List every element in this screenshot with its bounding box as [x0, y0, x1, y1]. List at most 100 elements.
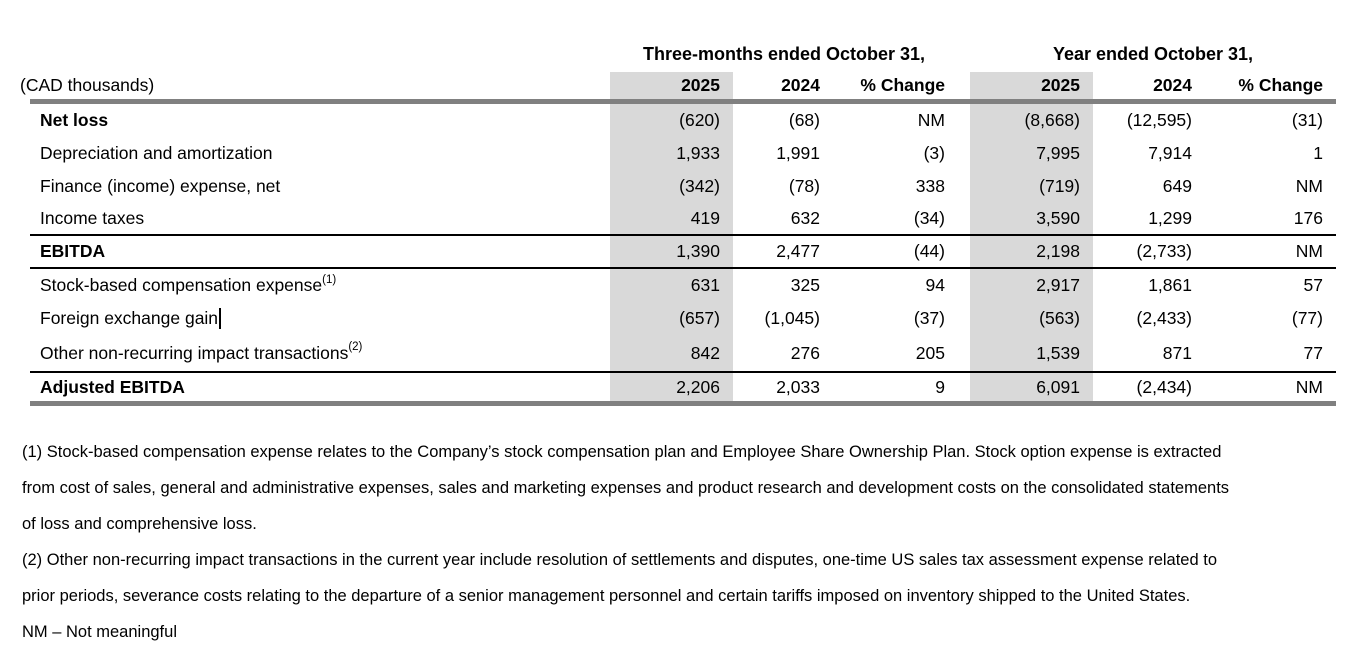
row-label-text: Foreign exchange gain [40, 308, 219, 328]
value-cell: 7,995 [970, 137, 1093, 170]
value-cell: 871 [1162, 342, 1192, 363]
row-label: Foreign exchange gain [30, 302, 610, 335]
year-period-header: Year ended October 31, [1052, 43, 1254, 64]
row-label-text: Net loss [40, 110, 109, 130]
value-cell: (2,434) [1136, 376, 1192, 397]
value-cell: 2,033 [776, 376, 820, 397]
row-label-text: Other non-recurring impact transactions [40, 342, 349, 363]
value-cell: 842 [610, 335, 733, 371]
row-label-text: Depreciation and amortization [40, 143, 273, 163]
value-cell: (719) [970, 170, 1093, 203]
column-gap [958, 236, 970, 267]
table-row: Finance (income) expense, net (342) (78) 33… [30, 170, 1336, 203]
table-row: Stock-based compensation expense (1) 631 32… [30, 269, 1336, 302]
text-cursor [219, 308, 222, 329]
col-header-y-change: % Change [1238, 75, 1323, 95]
value-cell: 419 [610, 203, 733, 234]
table-row: Foreign exchange gain (657) (1,045) (37) (56… [30, 302, 1336, 335]
value-cell: NM [917, 110, 945, 130]
value-cell: 9 [935, 376, 945, 397]
value-cell: (563) [970, 302, 1093, 335]
row-label-text: Finance (income) expense, net [40, 176, 281, 196]
footnote-line: (1) Stock-based compensation expense rel… [22, 443, 1222, 461]
footnote-line: of loss and comprehensive loss. [22, 515, 257, 533]
row-label: Finance (income) expense, net [30, 170, 610, 203]
nm-note: NM – Not meaningful [22, 623, 177, 641]
value-cell: NM [1295, 176, 1323, 196]
value-cell: (8,668) [970, 104, 1093, 137]
row-label: Depreciation and amortization [30, 137, 610, 170]
footnote-line: prior periods, severance costs relating … [22, 587, 1191, 605]
value-cell: 631 [610, 269, 733, 302]
value-cell: (2,433) [1136, 308, 1192, 328]
value-cell: 94 [925, 275, 945, 295]
value-cell: (44) [913, 241, 945, 261]
footnote-line: from cost of sales, general and administ… [22, 479, 1230, 497]
value-cell: 325 [790, 275, 820, 295]
row-label: Income taxes [30, 203, 610, 234]
value-cell: (37) [913, 308, 945, 328]
col-header-y-2024: 2024 [1153, 75, 1192, 95]
value-cell: (342) [610, 170, 733, 203]
row-label-text: EBITDA [40, 241, 106, 261]
footnote-line: (2) Other non-recurring impact transacti… [22, 551, 1218, 569]
table-row: Income taxes 419 632 (34) 3,590 1,299 176 [30, 203, 1336, 236]
value-cell: 77 [1303, 342, 1323, 363]
value-cell: 649 [1162, 176, 1192, 196]
column-gap [958, 302, 970, 335]
unit-label: (CAD thousands) [20, 75, 155, 95]
footnote: (2) Other non-recurring impact transacti… [22, 542, 1371, 614]
period-header-empty-cell [30, 36, 610, 72]
row-label: Net loss [30, 104, 610, 137]
period-header-row: Three-months ended October 31, Year ende… [30, 36, 1336, 72]
value-cell: (68) [788, 110, 820, 130]
value-cell: (12,595) [1126, 110, 1192, 130]
value-cell: 338 [915, 176, 945, 196]
column-gap [958, 335, 970, 371]
column-gap [958, 137, 970, 170]
document-page: Three-months ended October 31, Year ende… [0, 36, 1371, 660]
value-cell: 176 [1293, 208, 1323, 228]
table-row: Other non-recurring impact transactions(… [30, 335, 1336, 373]
col-header-y-2025: 2025 [970, 72, 1093, 99]
value-cell: 2,917 [970, 269, 1093, 302]
value-cell: 3,590 [970, 203, 1093, 234]
value-cell: NM [1295, 241, 1323, 261]
row-label-text: Stock-based compensation expense [40, 275, 323, 295]
footnotes: (1) Stock-based compensation expense rel… [22, 434, 1371, 650]
value-cell: 2,477 [776, 241, 820, 261]
value-cell: (34) [913, 208, 945, 228]
column-gap [958, 72, 970, 99]
value-cell: NM [1295, 376, 1323, 397]
table-row: Adjusted EBITDA 2,206 2,033 9 6,091 (2,434) NM [30, 373, 1336, 406]
value-cell: 1,861 [1148, 275, 1192, 295]
column-gap [958, 170, 970, 203]
value-cell: (620) [610, 104, 733, 137]
table-row: Depreciation and amortization 1,933 1,991 (… [30, 137, 1336, 170]
column-gap [958, 36, 970, 72]
value-cell: (31) [1291, 110, 1323, 130]
row-label-text: Adjusted EBITDA [40, 376, 185, 397]
value-cell: 1,539 [970, 335, 1093, 371]
value-cell: 205 [915, 342, 945, 363]
column-gap [958, 373, 970, 401]
column-header-row: (CAD thousands) 2025 2024 % Change 2025 … [20, 72, 1336, 104]
value-cell: 2,198 [970, 236, 1093, 267]
value-cell: 57 [1303, 275, 1323, 295]
table-row: Net loss (620) (68) NM (8,668) (12,595) (31) [30, 104, 1336, 137]
table-row: EBITDA 1,390 2,477 (44) 2,198 (2,733) NM [30, 236, 1336, 269]
value-cell: 1,390 [610, 236, 733, 267]
table-body: Net loss (620) (68) NM (8,668) (12,595) (31) De… [30, 104, 1336, 406]
value-cell: 276 [790, 342, 820, 363]
value-cell: 1,933 [610, 137, 733, 170]
col-header-q-2025: 2025 [610, 72, 733, 99]
row-label-text: Income taxes [40, 208, 145, 228]
value-cell: 1,991 [776, 143, 820, 163]
value-cell: (657) [610, 302, 733, 335]
value-cell: 1,299 [1148, 208, 1192, 228]
value-cell: 6,091 [970, 373, 1093, 401]
value-cell: 632 [790, 208, 820, 228]
three-months-period-header: Three-months ended October 31, [642, 43, 926, 64]
ebitda-reconciliation-table: Three-months ended October 31, Year ende… [20, 36, 1336, 406]
row-label: Stock-based compensation expense (1) [40, 273, 337, 295]
